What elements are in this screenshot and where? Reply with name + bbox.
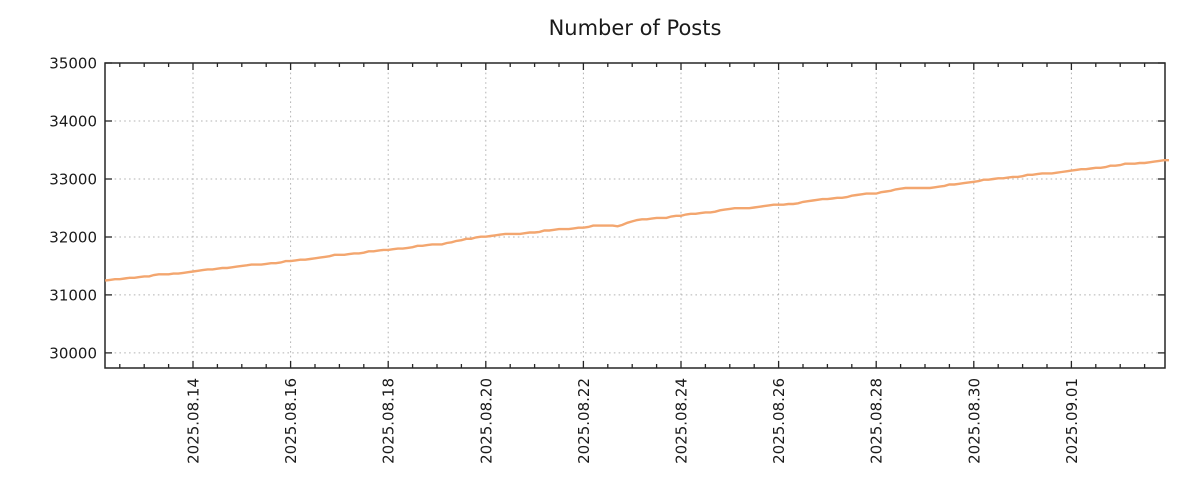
- x-tick-label: 2025.08.16: [282, 378, 300, 464]
- gridlines: [105, 63, 1165, 368]
- x-tick-label: 2025.08.20: [477, 378, 495, 464]
- y-tick-label: 32000: [49, 229, 97, 247]
- x-tick-label: 2025.09.01: [1063, 378, 1081, 464]
- chart-title: Number of Posts: [549, 16, 722, 40]
- y-tick-label: 35000: [49, 55, 97, 73]
- x-tick-label: 2025.08.28: [868, 378, 886, 464]
- x-axis-labels: 2025.08.14 2025.08.16 2025.08.18 2025.08.20…: [185, 378, 1081, 464]
- x-tick-label: 2025.08.24: [673, 378, 691, 464]
- axis-ticks: [105, 62, 1165, 368]
- plot-border: [104, 62, 1166, 369]
- x-tick-label: 2025.08.30: [965, 378, 983, 464]
- posts-series-line: [104, 158, 1169, 282]
- x-tick-label: 2025.08.26: [770, 378, 788, 464]
- y-tick-label: 33000: [49, 171, 97, 189]
- y-tick-label: 30000: [49, 344, 97, 362]
- y-tick-label: 31000: [49, 286, 97, 304]
- data-series: [104, 158, 1169, 282]
- x-tick-label: 2025.08.14: [185, 378, 203, 464]
- y-axis-labels: 30000 31000 32000 33000 34000 35000: [49, 55, 97, 363]
- y-tick-label: 34000: [49, 113, 97, 131]
- x-tick-label: 2025.08.22: [575, 378, 593, 464]
- x-tick-label: 2025.08.18: [380, 378, 398, 464]
